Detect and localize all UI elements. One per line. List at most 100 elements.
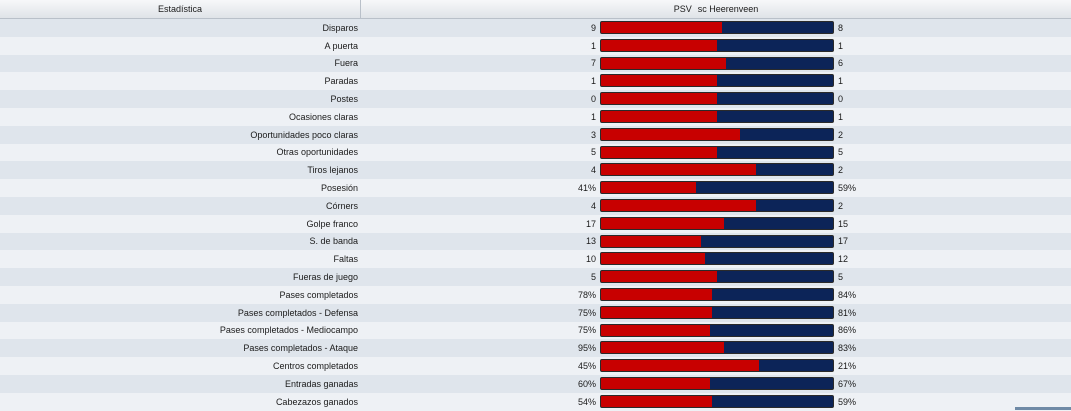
home-bar-fill [601, 39, 717, 51]
home-value: 95% [577, 343, 596, 354]
home-value: 5 [590, 147, 596, 158]
table-row: Otras oportunidades 5 5 [0, 143, 1071, 162]
away-value: 2 [838, 129, 844, 140]
comparison-bar [600, 252, 834, 266]
column-header-statistic[interactable]: Estadística [0, 0, 361, 18]
home-bar-fill [601, 57, 727, 69]
stat-label: Ocasiones claras [288, 111, 358, 122]
home-bar-fill [601, 377, 711, 389]
home-bar-fill [601, 146, 717, 158]
table-row: Posesión 41% 59% [0, 179, 1071, 197]
home-value: 1 [590, 40, 596, 51]
stat-label: Pases completados [279, 289, 358, 300]
comparison-bar [600, 21, 834, 34]
home-value: 54% [577, 396, 596, 407]
comparison-bar [600, 163, 834, 177]
table-row: S. de banda 13 17 [0, 232, 1071, 251]
stat-label: Fuera [334, 58, 358, 69]
away-value: 17 [838, 236, 849, 247]
home-bar-fill [601, 93, 717, 105]
table-row: Faltas 10 12 [0, 250, 1071, 269]
away-value: 21% [838, 361, 857, 372]
home-value: 10 [585, 254, 596, 265]
comparison-bar [600, 234, 834, 248]
stat-label: Faltas [333, 254, 358, 265]
away-value: 86% [838, 325, 857, 336]
stat-label: Cabezazos ganados [275, 396, 358, 407]
stat-label: Pases completados - Defensa [237, 307, 358, 318]
comparison-bar [600, 92, 834, 106]
stat-label: Disparos [322, 22, 358, 33]
home-bar-fill [601, 182, 697, 194]
away-value: 2 [838, 165, 844, 176]
home-value: 45% [577, 361, 596, 372]
stat-label: Córners [325, 200, 358, 211]
table-header: Estadística PSV sc Heerenveen [0, 0, 1071, 19]
stat-label: Tiros lejanos [307, 165, 358, 176]
comparison-bar [600, 198, 834, 212]
comparison-bar [600, 394, 834, 408]
home-value: 13 [585, 236, 596, 247]
home-value: 1 [590, 76, 596, 87]
comparison-bar [600, 216, 834, 230]
home-team-name: PSV [673, 4, 692, 14]
table-row: A puerta 1 1 [0, 36, 1071, 55]
stat-label: Entradas ganadas [284, 378, 358, 389]
window-resize-handle[interactable] [1015, 407, 1071, 410]
home-value: 17 [585, 218, 596, 229]
table-row: Pases completados - Mediocampo 75% 86% [0, 321, 1071, 340]
table-row: Ocasiones claras 1 1 [0, 107, 1071, 126]
home-value: 78% [577, 289, 596, 300]
home-bar-fill [601, 324, 711, 336]
comparison-bar [600, 181, 834, 195]
home-value: 7 [590, 58, 596, 69]
home-value: 4 [590, 200, 596, 211]
away-value: 1 [838, 111, 844, 122]
table-row: Entradas ganadas 60% 67% [0, 374, 1071, 393]
stat-label: Posesión [320, 183, 358, 194]
comparison-bar [600, 323, 834, 337]
home-value: 75% [577, 307, 596, 318]
home-bar-fill [601, 253, 706, 265]
home-value: 0 [590, 94, 596, 105]
home-value: 60% [577, 378, 596, 389]
stat-label: S. de banda [309, 236, 358, 247]
comparison-bar [600, 56, 834, 70]
home-value: 9 [590, 22, 596, 33]
comparison-bar [600, 305, 834, 319]
comparison-bar [600, 109, 834, 123]
stat-label: Oportunidades poco claras [250, 129, 358, 140]
home-bar-fill [601, 395, 713, 407]
table-row: Oportunidades poco claras 3 2 [0, 125, 1071, 144]
stat-label: Golpe franco [306, 218, 358, 229]
comparison-bar [600, 341, 834, 355]
home-bar-fill [601, 199, 757, 211]
home-value: 1 [590, 111, 596, 122]
away-value: 59% [838, 183, 857, 194]
stat-label: Pases completados - Mediocampo [219, 325, 358, 336]
home-bar-fill [601, 110, 717, 122]
home-value: 41% [577, 183, 596, 194]
away-value: 8 [838, 22, 844, 33]
table-row: Fueras de juego 5 5 [0, 268, 1071, 286]
home-bar-fill [601, 128, 741, 140]
stat-label: Paradas [324, 76, 358, 87]
home-bar-fill [601, 306, 713, 318]
comparison-bar [600, 270, 834, 284]
table-row: Cabezazos ganados 54% 59% [0, 392, 1071, 411]
table-row: Tiros lejanos 4 2 [0, 161, 1071, 180]
away-value: 1 [838, 40, 844, 51]
away-value: 5 [838, 147, 844, 158]
away-value: 15 [838, 218, 849, 229]
comparison-bar [600, 127, 834, 141]
home-bar-fill [601, 164, 757, 176]
table-row: Paradas 1 1 [0, 72, 1071, 91]
away-value: 0 [838, 94, 844, 105]
away-team-name: sc Heerenveen [697, 4, 759, 14]
away-value: 67% [838, 378, 857, 389]
away-value: 83% [838, 343, 857, 354]
column-header-teams[interactable]: PSV sc Heerenveen [361, 0, 1071, 18]
home-bar-fill [601, 288, 713, 300]
home-bar-fill [601, 217, 724, 229]
stat-label: Pases completados - Ataque [243, 343, 358, 354]
